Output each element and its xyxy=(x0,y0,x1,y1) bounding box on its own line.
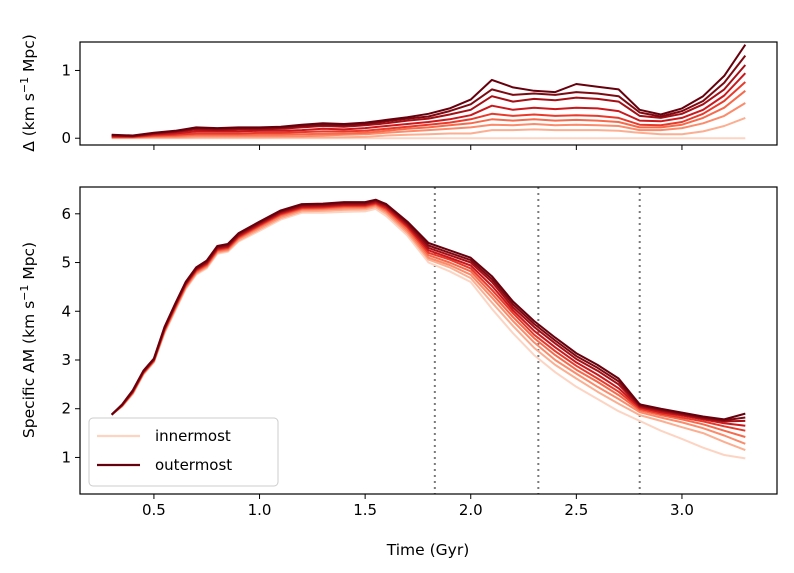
top-series-line-4 xyxy=(111,81,746,138)
bottom-ytick-label-5: 6 xyxy=(61,205,71,223)
top-series-line-3 xyxy=(111,90,746,139)
bottom-xtick-label-2: 1.5 xyxy=(353,501,377,519)
delta-axis-ticks: 01 xyxy=(61,61,683,150)
legend-label-outermost: outermost xyxy=(155,456,232,474)
bottom-ytick-label-1: 2 xyxy=(61,400,71,418)
top-series-line-2 xyxy=(111,102,746,139)
bottom-ytick-label-4: 5 xyxy=(61,254,71,272)
top-series-line-6 xyxy=(111,64,747,138)
specific-am-axis-ticks: 1 2 3 4 5 6 0.5 1.0 1.5 2.0 2.5 3.0 xyxy=(61,205,693,519)
bottom-xtick-label-4: 2.5 xyxy=(564,501,588,519)
specific-am-axes-frame xyxy=(79,186,778,495)
bottom-ytick-label-0: 1 xyxy=(61,448,71,466)
top-ytick-label-0: 0 xyxy=(61,129,71,147)
specific-am-y-label-sup: −1 xyxy=(18,285,31,301)
delta-y-label-prefix: Δ (km s xyxy=(20,93,38,152)
bottom-ytick-label-3: 4 xyxy=(61,302,71,320)
bottom-ytick-label-2: 3 xyxy=(61,351,71,369)
specific-am-y-label-prefix: Specific AM (km s xyxy=(20,301,38,438)
specific-am-y-label-suffix: Mpc) xyxy=(20,242,38,285)
delta-series-group xyxy=(111,44,747,140)
specific-am-panel: 1 2 3 4 5 6 0.5 1.0 1.5 2.0 2.5 3.0 Specific AM (km… xyxy=(18,186,778,559)
specific-am-series-group xyxy=(110,198,746,460)
top-series-line-8 xyxy=(111,44,747,137)
x-axis-label: Time (Gyr) xyxy=(386,541,470,559)
delta-y-label-suffix: Mpc) xyxy=(20,34,38,77)
bottom-xtick-label-0: 0.5 xyxy=(142,501,166,519)
bottom-xtick-label-1: 1.0 xyxy=(248,501,272,519)
delta-axes-frame xyxy=(79,41,778,146)
legend-label-innermost: innermost xyxy=(155,427,231,445)
delta-y-axis-label: Δ (km s−1 Mpc) xyxy=(18,34,38,152)
delta-panel: 01 Δ (km s−1 Mpc) xyxy=(18,34,778,152)
delta-y-label-sup: −1 xyxy=(18,77,31,93)
top-series-line-5 xyxy=(111,72,747,138)
top-ytick-label-1: 1 xyxy=(61,61,71,79)
bottom-xtick-label-3: 2.0 xyxy=(459,501,483,519)
specific-am-y-axis-label: Specific AM (km s−1 Mpc) xyxy=(18,242,38,438)
bottom-xtick-label-5: 3.0 xyxy=(670,501,694,519)
legend: innermost outermost xyxy=(88,417,279,487)
top-series-line-1 xyxy=(111,116,746,139)
bottom-series-line-8 xyxy=(110,198,746,421)
